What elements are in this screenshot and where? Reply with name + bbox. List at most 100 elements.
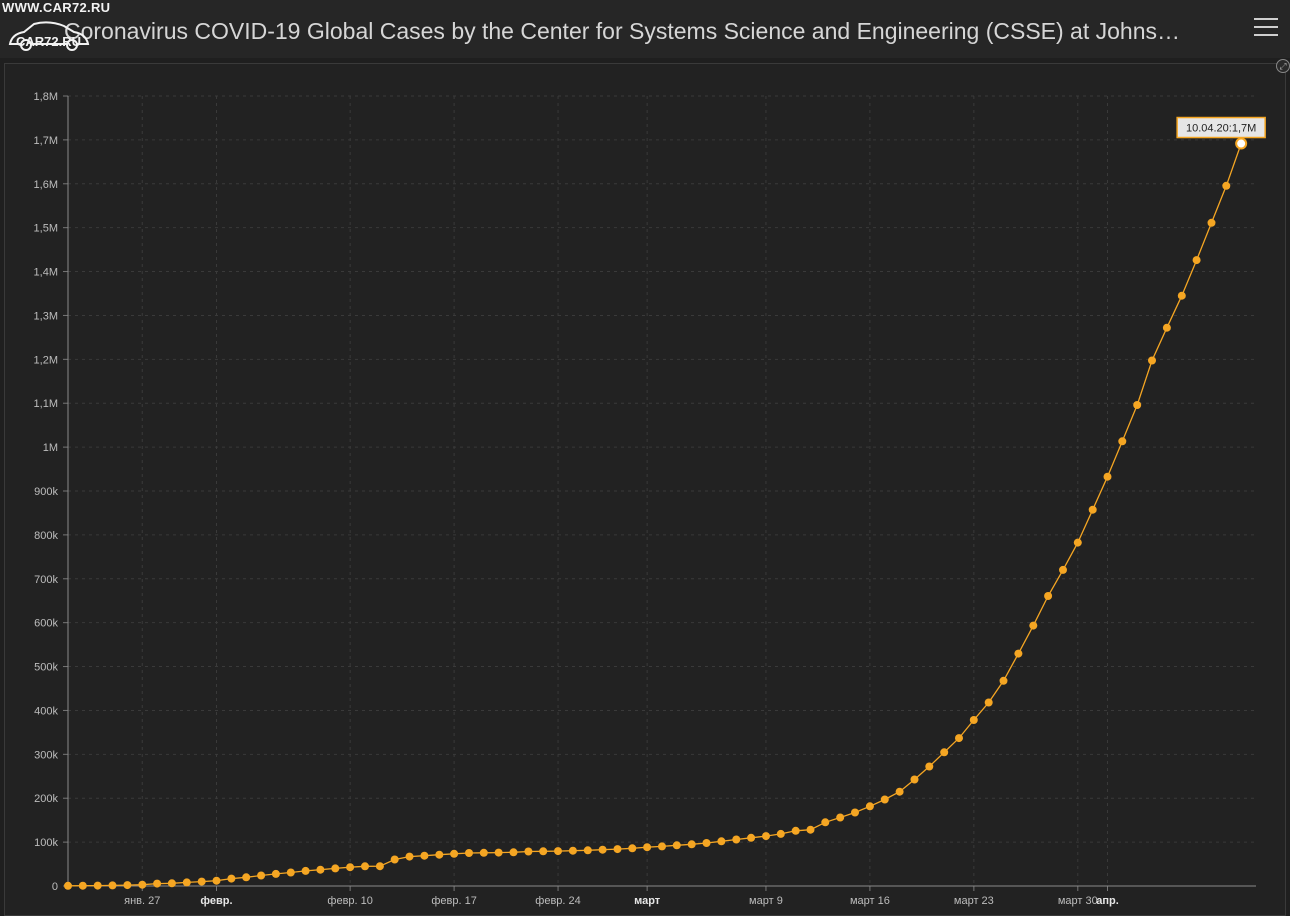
data-point bbox=[806, 825, 815, 834]
data-point bbox=[1059, 565, 1067, 574]
data-point bbox=[762, 832, 770, 841]
data-point bbox=[969, 716, 978, 724]
data-point bbox=[747, 833, 756, 842]
watermark-name: CAR72.RU bbox=[16, 34, 82, 49]
data-point bbox=[331, 864, 340, 873]
y-tick-label: 1,5M bbox=[34, 223, 58, 235]
data-point bbox=[613, 845, 622, 854]
data-point bbox=[895, 787, 904, 796]
data-point bbox=[1044, 592, 1053, 600]
data-point bbox=[940, 748, 949, 757]
data-point bbox=[212, 876, 221, 885]
data-point bbox=[286, 868, 295, 877]
x-tick-label: февр. bbox=[200, 895, 232, 907]
y-tick-label: 1,3M bbox=[34, 310, 58, 322]
data-point bbox=[138, 880, 147, 889]
tooltip-label: 10.04.20:1,7M bbox=[1186, 123, 1256, 135]
data-point bbox=[1222, 181, 1231, 190]
data-point bbox=[776, 829, 785, 838]
data-point bbox=[257, 871, 266, 880]
x-tick-label: апр. bbox=[1096, 895, 1119, 907]
hamburger-menu-icon[interactable] bbox=[1254, 18, 1278, 38]
y-tick-label: 1,7M bbox=[34, 135, 58, 147]
data-point bbox=[658, 842, 666, 851]
y-tick-label: 900k bbox=[34, 486, 58, 498]
y-tick-label: 1,8M bbox=[34, 91, 58, 103]
data-point bbox=[880, 795, 889, 804]
data-point bbox=[375, 862, 384, 871]
y-tick-label: 1,4M bbox=[34, 267, 58, 279]
data-point bbox=[1148, 356, 1156, 365]
data-point bbox=[361, 862, 369, 871]
data-point bbox=[479, 848, 488, 857]
data-point bbox=[865, 802, 874, 811]
data-point bbox=[1029, 621, 1038, 630]
data-point bbox=[1207, 218, 1216, 227]
y-tick-label: 800k bbox=[34, 530, 58, 542]
data-point bbox=[153, 879, 162, 888]
data-point bbox=[242, 873, 251, 882]
y-tick-label: 600k bbox=[34, 618, 58, 630]
data-point bbox=[732, 835, 741, 844]
x-tick-label: янв. 27 bbox=[124, 895, 160, 907]
data-point bbox=[791, 826, 800, 835]
header-bar: Coronavirus COVID-19 Global Cases by the… bbox=[0, 0, 1290, 58]
data-point bbox=[702, 839, 711, 847]
data-point bbox=[910, 775, 919, 784]
data-point bbox=[1014, 649, 1023, 658]
chart-panel bbox=[4, 63, 1286, 916]
data-point bbox=[554, 847, 562, 856]
data-point bbox=[390, 855, 399, 864]
data-point bbox=[672, 841, 681, 850]
y-tick-label: 1M bbox=[43, 442, 58, 454]
data-point bbox=[1162, 323, 1171, 332]
data-point bbox=[1118, 437, 1127, 446]
data-point bbox=[1103, 472, 1112, 481]
data-point bbox=[583, 846, 592, 855]
data-point bbox=[494, 848, 503, 857]
axis-layer: 0 100k 200k 300k 400k 500k 600k 700k 800k 900k 1M 1… bbox=[34, 91, 1256, 907]
series-layer bbox=[64, 139, 1246, 890]
data-point bbox=[1073, 538, 1082, 547]
data-point bbox=[301, 866, 310, 875]
data-point bbox=[227, 874, 236, 883]
x-tick-label: март 30 bbox=[1058, 895, 1098, 907]
watermark-url: WWW.CAR72.RU bbox=[2, 0, 111, 15]
data-point bbox=[539, 847, 548, 856]
y-tick-label: 400k bbox=[34, 705, 58, 717]
car-logo-icon bbox=[8, 21, 90, 51]
x-tick-label: февр. 10 bbox=[327, 895, 372, 907]
y-tick-label: 500k bbox=[34, 662, 58, 674]
page-title: Coronavirus COVID-19 Global Cases by the… bbox=[64, 18, 1181, 44]
y-tick-label: 1,1M bbox=[34, 398, 58, 410]
data-point bbox=[1192, 256, 1201, 265]
x-tick-label: март 23 bbox=[954, 895, 994, 907]
data-point bbox=[123, 881, 132, 890]
data-point bbox=[1177, 291, 1186, 300]
data-point bbox=[999, 676, 1008, 685]
x-tick-label: февр. 17 bbox=[431, 895, 476, 907]
data-point bbox=[346, 863, 355, 872]
x-tick-label: март 9 bbox=[749, 895, 783, 907]
data-point bbox=[64, 881, 72, 890]
data-point bbox=[182, 878, 191, 887]
data-point bbox=[420, 851, 429, 860]
data-point bbox=[568, 846, 577, 855]
data-point bbox=[524, 847, 533, 856]
data-point bbox=[78, 881, 87, 890]
data-point bbox=[925, 762, 934, 771]
data-point bbox=[628, 844, 637, 853]
data-point bbox=[717, 837, 726, 846]
data-point bbox=[509, 848, 518, 857]
data-point bbox=[435, 850, 444, 859]
series-line bbox=[67, 143, 1242, 887]
highlighted-point bbox=[1235, 137, 1248, 150]
y-tick-label: 300k bbox=[34, 749, 58, 761]
tooltip-layer: 10.04.20:1,7M bbox=[1176, 116, 1266, 150]
x-tick-label: март bbox=[634, 895, 661, 907]
data-point bbox=[271, 869, 280, 878]
data-point bbox=[821, 818, 830, 827]
tooltip-box bbox=[1176, 116, 1266, 139]
data-point bbox=[108, 881, 117, 890]
